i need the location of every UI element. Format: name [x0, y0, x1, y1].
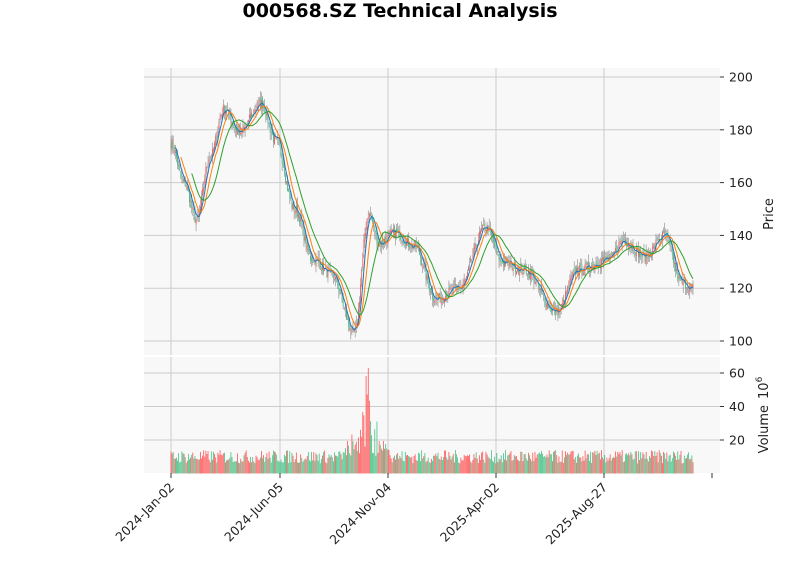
svg-text:160: 160: [729, 175, 753, 190]
grid-lines: [144, 68, 720, 473]
svg-text:2024-Jun-05: 2024-Jun-05: [221, 480, 286, 545]
svg-text:140: 140: [729, 228, 753, 243]
svg-text:180: 180: [729, 122, 753, 137]
svg-text:40: 40: [729, 399, 745, 414]
volume-panel: [144, 357, 720, 473]
svg-text:120: 120: [729, 281, 753, 296]
price-panel: [144, 68, 720, 355]
svg-text:2025-Apr-02: 2025-Apr-02: [437, 480, 502, 545]
volume-axis-label: Volume106: [755, 376, 772, 453]
svg-text:2024-Jan-02: 2024-Jan-02: [112, 480, 177, 545]
svg-text:2024-Nov-04: 2024-Nov-04: [326, 479, 394, 547]
moving-averages: [174, 102, 694, 331]
svg-text:20: 20: [729, 433, 745, 448]
svg-text:60: 60: [729, 366, 745, 381]
svg-text:100: 100: [729, 334, 753, 349]
svg-text:Volume106: Volume106: [755, 376, 772, 453]
price-axis-label: Price: [762, 198, 777, 230]
volume-bars: [170, 367, 694, 474]
svg-text:200: 200: [729, 70, 753, 85]
chart-title: 000568.SZ Technical Analysis: [242, 0, 558, 22]
svg-text:2025-Aug-27: 2025-Aug-27: [542, 480, 610, 548]
